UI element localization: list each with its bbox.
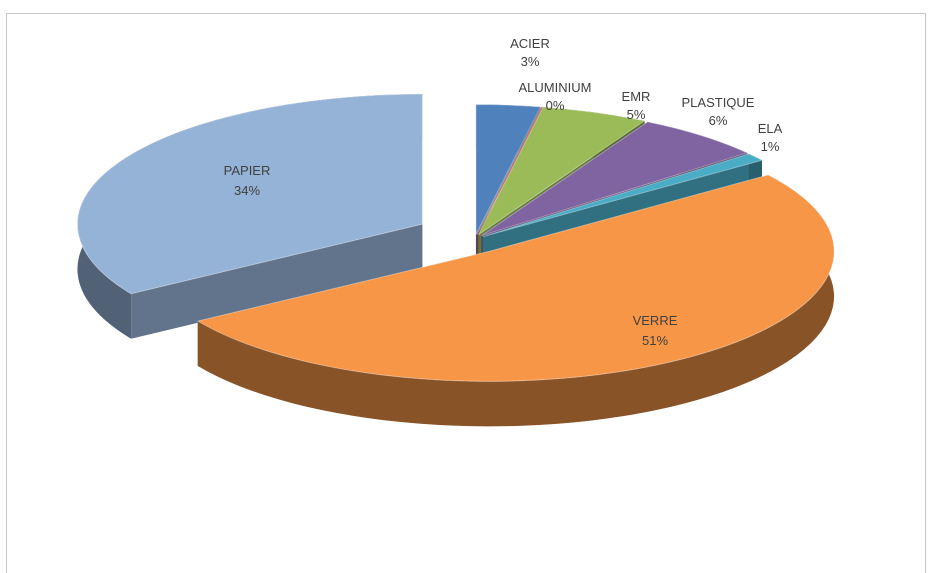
slice-category-label: EMR — [622, 89, 651, 104]
slice-value-label: 3% — [521, 54, 540, 69]
slice-value-label: 0% — [546, 98, 565, 113]
slice-category-label: ELA — [758, 121, 783, 136]
slice-value-label: 6% — [709, 113, 728, 128]
slice-side-papier — [131, 224, 423, 339]
pie-chart: ACIER 3% ALUMINIUM 0% EMR 5% PLASTIQUE 6% ELA 1% V… — [76, 36, 835, 427]
slice-ela — [482, 153, 764, 238]
slice-value-label: 1% — [761, 139, 780, 154]
slice-value-label: 5% — [627, 107, 646, 122]
slice-plastique — [481, 121, 749, 237]
slice-acier — [475, 104, 542, 235]
slice-value-label: 51% — [642, 333, 668, 348]
slice-category-label: VERRE — [633, 313, 678, 328]
slice-category-label: ALUMINIUM — [519, 80, 592, 95]
slice-verre — [196, 174, 835, 382]
slice-category-label: ACIER — [510, 36, 550, 51]
slice-category-label: PLASTIQUE — [682, 95, 755, 110]
slice-value-label: 34% — [234, 183, 260, 198]
slice-rim-verre — [197, 174, 835, 427]
slice-papier — [76, 93, 423, 295]
slice-emr — [477, 106, 646, 236]
slice-category-label: PAPIER — [224, 163, 271, 178]
